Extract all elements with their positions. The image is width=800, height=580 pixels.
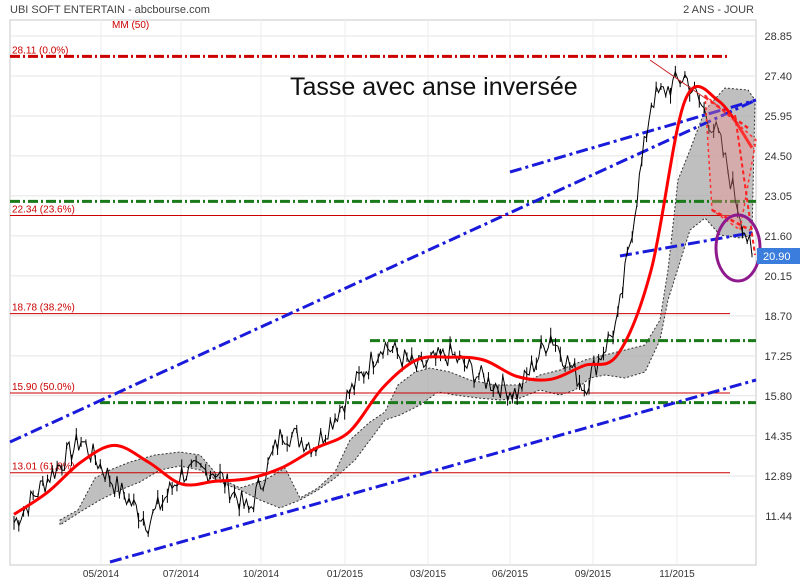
y-tick-label: 20.15 xyxy=(764,271,792,283)
fib-label: 22.34 (23.6%) xyxy=(12,204,75,215)
y-axis: 28.85 27.40 25.95 24.50 23.05 21.60 20.15 18.70… xyxy=(764,31,792,523)
y-tick-label: 21.60 xyxy=(764,231,792,243)
fib-label: 28.11 (0.0%) xyxy=(12,45,69,56)
x-tick-label: 10/2014 xyxy=(243,569,280,580)
grid xyxy=(10,20,756,565)
cup-trend-line xyxy=(649,59,706,99)
y-tick-label: 14.35 xyxy=(764,431,792,443)
ma-line xyxy=(13,85,754,516)
handle-arrow-2 xyxy=(711,208,751,232)
channel-middle-line xyxy=(509,98,757,174)
y-tick-label: 25.95 xyxy=(764,111,792,123)
y-tick-label: 28.85 xyxy=(764,31,792,43)
fib-label: 18.78 (38.2%) xyxy=(12,303,75,314)
y-tick-label: 17.25 xyxy=(764,351,792,363)
last-value-text: 20.90 xyxy=(763,251,791,263)
y-tick-label: 11.44 xyxy=(765,511,792,523)
ma-legend-label: MM (50) xyxy=(112,20,149,31)
handle-triangle xyxy=(704,93,757,232)
x-tick-label: 11/2015 xyxy=(659,569,695,580)
handle-arrow-1 xyxy=(704,95,749,130)
x-tick-label: 06/2015 xyxy=(492,569,529,580)
y-tick-label: 24.50 xyxy=(764,151,792,163)
fibonacci-levels: 28.11 (0.0%) 22.34 (23.6%) 18.78 (38.2%) 15… xyxy=(10,45,730,474)
fib-label: 13.01 (61.8%) xyxy=(12,462,75,473)
chart-annotation-title: Tasse avec anse inversée xyxy=(290,73,578,101)
channel-upper-line xyxy=(9,98,757,444)
y-tick-label: 15.80 xyxy=(764,391,792,403)
x-tick-label: 07/2014 xyxy=(163,569,200,580)
x-tick-label: 09/2015 xyxy=(575,569,612,580)
x-tick-label: 03/2015 xyxy=(410,569,447,580)
support-lines xyxy=(10,199,756,405)
y-tick-label: 12.89 xyxy=(764,471,792,483)
x-tick-label: 05/2014 xyxy=(83,569,120,580)
y-tick-label: 23.05 xyxy=(764,191,792,203)
y-tick-label: 27.40 xyxy=(764,71,792,83)
last-value-badge xyxy=(757,248,800,264)
ma-series xyxy=(13,85,754,516)
fib-label: 15.90 (50.0%) xyxy=(12,382,75,393)
handle-arrow-3 xyxy=(734,114,756,256)
chart-header-title: UBI SOFT ENTERTAIN - abcbourse.com xyxy=(10,4,210,16)
channel-lower-line xyxy=(109,378,757,564)
channel-mid2-line xyxy=(619,230,757,258)
x-tick-label: 01/2015 xyxy=(327,569,364,580)
chart-header-period: 2 ANS - JOUR xyxy=(683,4,754,16)
x-axis: 05/2014 07/2014 10/2014 01/2015 03/2015 06/20… xyxy=(83,569,695,580)
y-tick-label: 18.70 xyxy=(764,311,792,323)
